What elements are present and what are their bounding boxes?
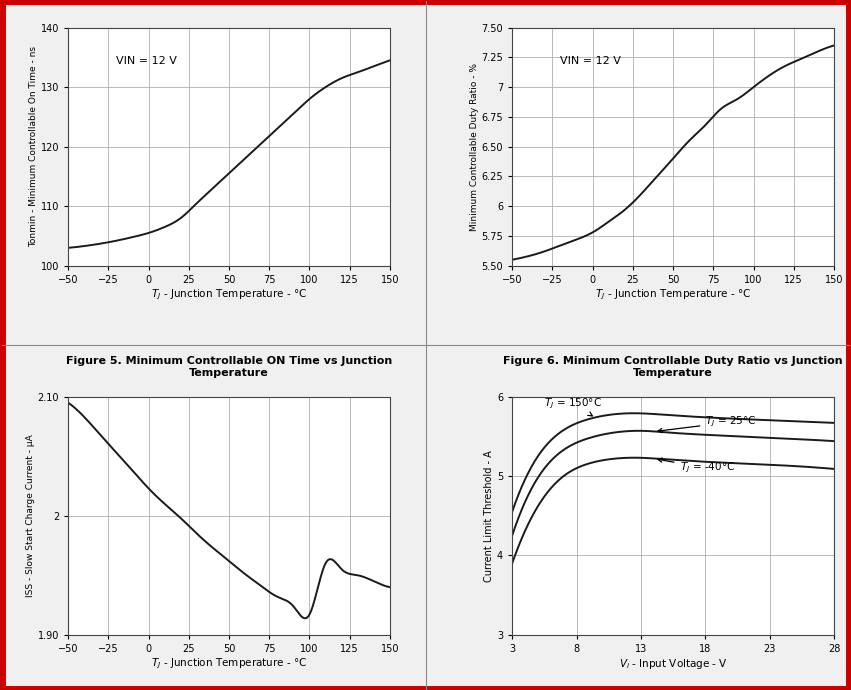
Y-axis label: Current Limit Threshold - A: Current Limit Threshold - A (484, 450, 494, 582)
Text: VIN = 12 V: VIN = 12 V (561, 56, 621, 66)
Text: Figure 6. Minimum Controllable Duty Ratio vs Junction
Temperature: Figure 6. Minimum Controllable Duty Rati… (503, 356, 842, 378)
Y-axis label: ISS - Slow Start Charge Current - μA: ISS - Slow Start Charge Current - μA (26, 435, 35, 597)
Text: $T_J$ = 150°C: $T_J$ = 150°C (545, 397, 603, 416)
X-axis label: $T_J$ - Junction Temperature - °C: $T_J$ - Junction Temperature - °C (151, 288, 307, 302)
Text: VIN = 12 V: VIN = 12 V (117, 56, 177, 66)
Text: $T_J$ = 25°C: $T_J$ = 25°C (658, 415, 757, 433)
Text: Figure 5. Minimum Controllable ON Time vs Junction
Temperature: Figure 5. Minimum Controllable ON Time v… (66, 356, 392, 378)
Text: $T_J$ = -40°C: $T_J$ = -40°C (658, 458, 734, 475)
X-axis label: $V_i$ - Input Voltage - V: $V_i$ - Input Voltage - V (619, 657, 728, 671)
X-axis label: $T_J$ - Junction Temperature - °C: $T_J$ - Junction Temperature - °C (595, 288, 751, 302)
Y-axis label: Tonmin - Minimum Controllable On Time - ns: Tonmin - Minimum Controllable On Time - … (29, 46, 37, 247)
X-axis label: $T_J$ - Junction Temperature - °C: $T_J$ - Junction Temperature - °C (151, 657, 307, 671)
Y-axis label: Minimum Controllable Duty Ratio - %: Minimum Controllable Duty Ratio - % (470, 63, 478, 230)
